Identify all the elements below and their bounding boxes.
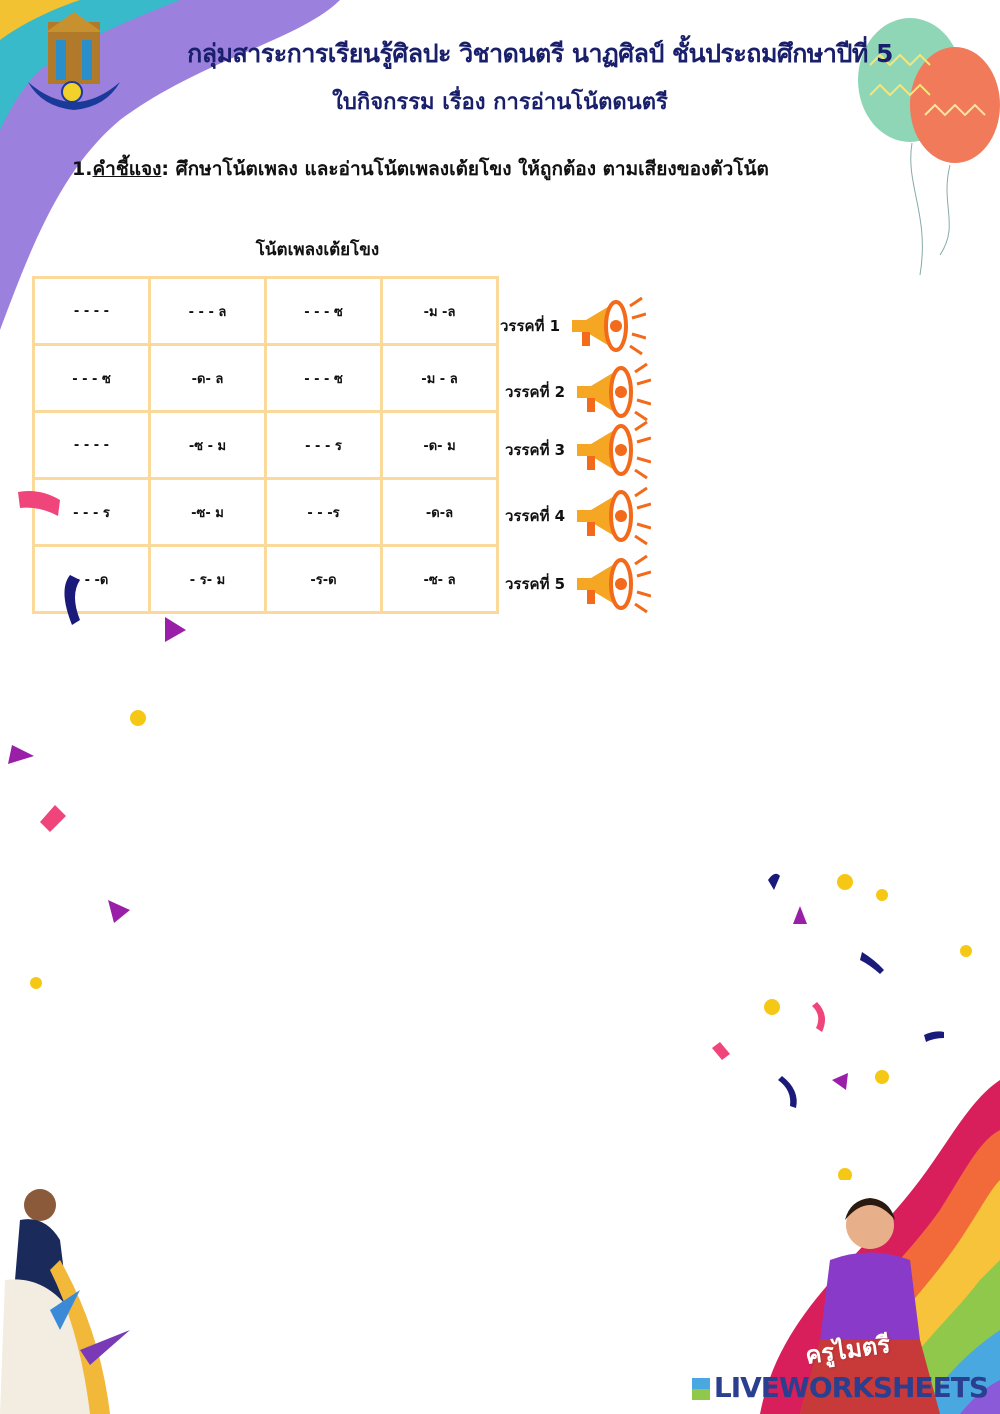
table-row: - - - - -ซ - ม - - - ร -ด- ม xyxy=(32,410,499,480)
note-cell: -ด- ล xyxy=(148,343,267,413)
note-cell: -ด-ล xyxy=(380,477,499,547)
notes-table: - - - - - - - ล - - - ซ -ม -ล - - - ซ -ด… xyxy=(32,276,499,614)
instruction: 1.คำชี้แจง: ศึกษาโน้ตเพลง และอ่านโน้ตเพล… xyxy=(72,154,769,184)
megaphone-icon xyxy=(572,296,647,356)
liveworksheets-logo-icon xyxy=(691,1378,710,1400)
verse-text: วรรคที่ 5 xyxy=(505,575,566,593)
table-row: - - - ซ -ด- ล - - - ซ -ม - ล xyxy=(32,343,499,413)
note-cell: - - - ร xyxy=(264,410,383,480)
table-row: - - - ร -ซ- ม - - -ร -ด-ล xyxy=(32,477,499,547)
verse-label-3: วรรคที่ 3 xyxy=(505,420,652,480)
liveworksheets-watermark: LIVEWORKSHEETS xyxy=(691,1371,989,1404)
note-cell: -ม - ล xyxy=(380,343,499,413)
note-cell: - - - ซ xyxy=(264,276,383,346)
verse-label-4: วรรคที่ 4 xyxy=(505,486,652,546)
note-cell: - - - ซ xyxy=(32,343,151,413)
note-cell: - - - - xyxy=(32,410,151,480)
song-title: โน้ตเพลงเต้ยโขง xyxy=(255,240,380,260)
page-subtitle: ใบกิจกรรม เรื่อง การอ่านโน้ตดนตรี xyxy=(332,90,668,115)
note-cell: -ซ- ล xyxy=(380,544,499,614)
verse-label-2: วรรคที่ 2 xyxy=(505,362,652,422)
teacher-photo xyxy=(800,1198,940,1414)
table-row: - - -ด - ร- ม -ร-ด -ซ- ล xyxy=(32,544,499,614)
note-cell: - - - ล xyxy=(148,276,267,346)
verse-text: วรรคที่ 3 xyxy=(505,441,566,459)
instruction-text: : ศึกษาโน้ตเพลง และอ่านโน้ตเพลงเต้ยโขง ใ… xyxy=(161,158,769,180)
verse-text: วรรคที่ 1 xyxy=(500,317,561,335)
note-cell: -ซ - ม xyxy=(148,410,267,480)
note-cell: - - - - xyxy=(32,276,151,346)
table-row: - - - - - - - ล - - - ซ -ม -ล xyxy=(32,276,499,346)
verse-label-1: วรรคที่ 1 xyxy=(500,296,647,356)
dancer-illustration xyxy=(0,1189,130,1414)
instruction-number: 1. xyxy=(72,158,93,180)
note-cell: -ร-ด xyxy=(264,544,383,614)
note-cell: - - - ร xyxy=(32,477,151,547)
verse-label-5: วรรคที่ 5 xyxy=(505,554,652,614)
note-cell: -ม -ล xyxy=(380,276,499,346)
balloons-decoration xyxy=(858,18,1000,276)
verse-text: วรรคที่ 4 xyxy=(505,507,566,525)
megaphone-icon xyxy=(577,554,652,614)
confetti-decoration xyxy=(8,491,972,1180)
note-cell: -ด- ม xyxy=(380,410,499,480)
note-cell: - - -ด xyxy=(32,544,151,614)
instruction-label: คำชี้แจง xyxy=(92,158,162,180)
note-cell: - ร- ม xyxy=(148,544,267,614)
note-cell: - - -ร xyxy=(264,477,383,547)
school-emblem-logo xyxy=(28,12,120,110)
note-cell: -ซ- ม xyxy=(148,477,267,547)
note-cell: - - - ซ xyxy=(264,343,383,413)
megaphone-icon xyxy=(577,486,652,546)
megaphone-icon xyxy=(577,362,652,422)
verse-text: วรรคที่ 2 xyxy=(505,383,566,401)
megaphone-icon xyxy=(577,420,652,480)
page-title: กลุ่มสาระการเรียนรู้ศิลปะ วิชาดนตรี นาฏศ… xyxy=(187,39,893,68)
